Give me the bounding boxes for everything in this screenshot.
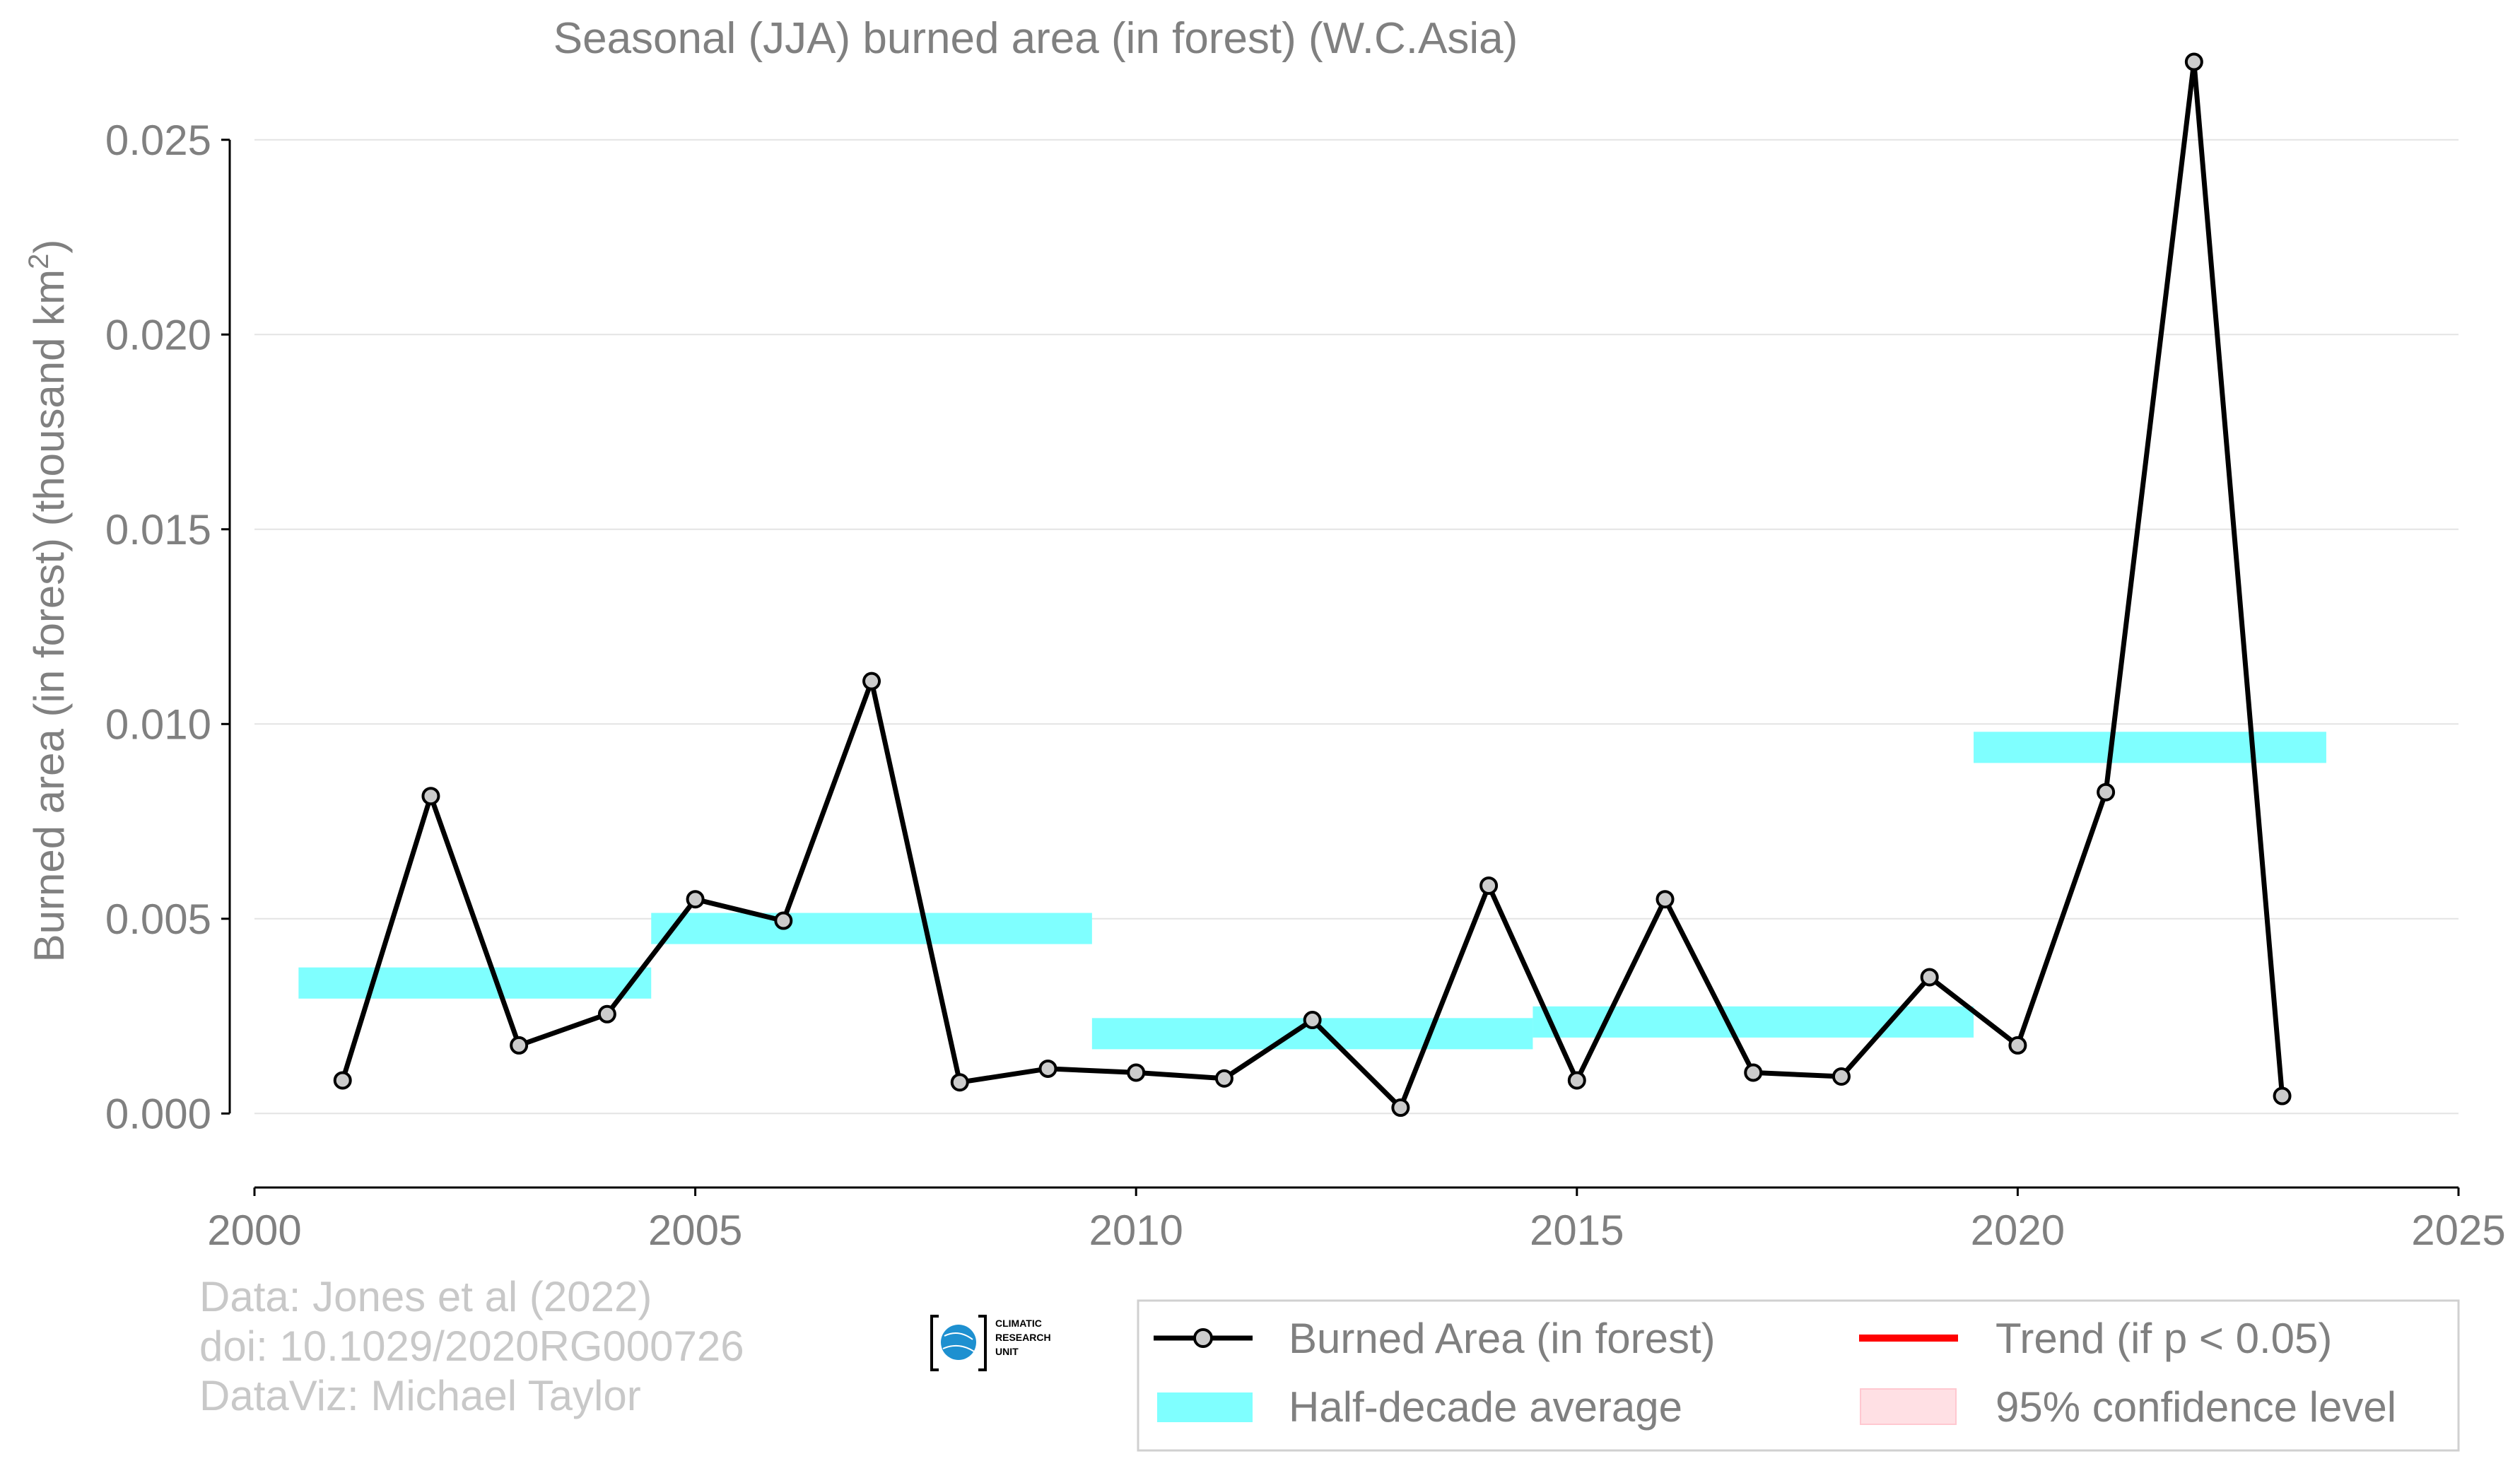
- y-tick-label: 0.025: [105, 117, 211, 164]
- data-point: [1391, 1098, 1410, 1118]
- data-point: [1744, 1063, 1763, 1082]
- logo-text-line-1: CLIMATIC: [995, 1318, 1042, 1329]
- data-point: [510, 1036, 529, 1055]
- data-point: [1479, 876, 1499, 895]
- globe-icon: [941, 1325, 976, 1360]
- data-point: [774, 911, 793, 930]
- series-markers: [333, 52, 2292, 1118]
- grid-lines: [254, 139, 2459, 1115]
- x-tick-label: 2005: [648, 1207, 742, 1254]
- x-tick-label: 2025: [2411, 1207, 2505, 1254]
- y-tick-label: 0.000: [105, 1090, 211, 1137]
- y-axis-label: Burned area (in forest) (thousand km2): [23, 240, 73, 963]
- x-tick-label: 2000: [207, 1207, 301, 1254]
- credits: Data: Jones et al (2022) doi: 10.1029/20…: [199, 1273, 744, 1419]
- x-tick-label: 2015: [1530, 1207, 1624, 1254]
- data-point: [1214, 1069, 1233, 1088]
- y-axis-label-superscript: 2: [23, 254, 54, 269]
- x-tick-label: 2010: [1089, 1207, 1183, 1254]
- logo-bracket-icon: [930, 1315, 987, 1371]
- y-axis: 0.000 0.005 0.010 0.015 0.020 0.025: [105, 117, 231, 1137]
- x-axis: 2000 2005 2010 2015 2020 2025: [207, 1186, 2506, 1254]
- legend-marker-burned-area: [1193, 1328, 1213, 1348]
- legend-label-trend: Trend (if p < 0.05): [1996, 1315, 2332, 1362]
- data-point: [862, 672, 881, 691]
- credit-data: Data: Jones et al (2022): [199, 1273, 652, 1320]
- legend-swatch-half-decade: [1157, 1392, 1253, 1422]
- credit-doi: doi: 10.1029/2020RG000726: [199, 1323, 744, 1370]
- x-tick-label: 2020: [1971, 1207, 2065, 1254]
- legend-label-burned-area: Burned Area (in forest): [1289, 1315, 1716, 1362]
- chart-title: Seasonal (JJA) burned area (in forest) (…: [553, 14, 1518, 63]
- half-decade-average-band: [1974, 732, 2326, 763]
- data-point: [950, 1073, 969, 1092]
- series-line-burned-area: [340, 59, 2285, 1110]
- y-tick-label: 0.010: [105, 700, 211, 748]
- data-point: [2008, 1036, 2027, 1055]
- y-axis-label-main: Burned area (in forest) (thousand km: [25, 269, 73, 962]
- data-point: [1920, 968, 1939, 987]
- data-point: [333, 1071, 352, 1090]
- data-point: [421, 787, 440, 806]
- half-decade-average-bands: [298, 732, 2326, 1050]
- half-decade-average-band: [298, 967, 652, 999]
- half-decade-average-band: [651, 913, 1092, 944]
- data-point: [597, 1004, 616, 1024]
- legend-label-half-decade: Half-decade average: [1289, 1383, 1682, 1431]
- logo-text-line-2: RESEARCH: [995, 1332, 1051, 1343]
- cru-logo: CLIMATIC RESEARCH UNIT: [930, 1315, 1051, 1371]
- data-point: [1567, 1071, 1586, 1090]
- y-tick-label: 0.015: [105, 506, 211, 553]
- data-point: [1127, 1063, 1146, 1082]
- y-tick-label: 0.020: [105, 311, 211, 358]
- legend: Burned Area (in forest) Trend (if p < 0.…: [1137, 1299, 2460, 1452]
- data-point: [2097, 782, 2116, 802]
- y-tick-label: 0.005: [105, 896, 211, 943]
- legend-label-confidence: 95% confidence level: [1996, 1383, 2396, 1431]
- y-axis-label-close: ): [25, 240, 73, 254]
- data-point: [1303, 1011, 1322, 1030]
- data-point: [1655, 890, 1675, 909]
- logo-text-line-3: UNIT: [995, 1346, 1019, 1357]
- data-point: [2273, 1086, 2292, 1106]
- legend-box: [1137, 1299, 2460, 1452]
- legend-swatch-confidence: [1860, 1388, 1957, 1425]
- data-point: [1832, 1067, 1851, 1086]
- globe-lines-icon: [942, 1332, 975, 1352]
- data-point: [686, 890, 705, 909]
- data-point: [2184, 52, 2203, 71]
- data-point: [1038, 1059, 1057, 1078]
- credit-dataviz: DataViz: Michael Taylor: [199, 1372, 641, 1419]
